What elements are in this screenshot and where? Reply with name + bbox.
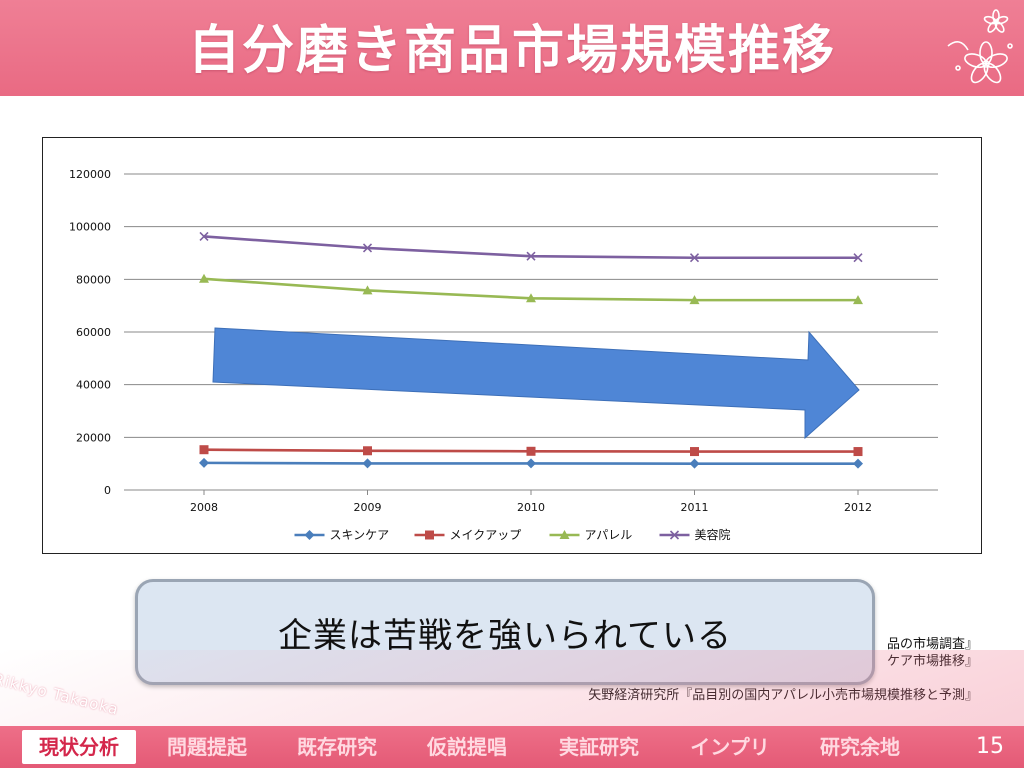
legend-marker (425, 530, 434, 540)
legend-entry: 美容院 (659, 527, 731, 542)
legend-marker (304, 530, 315, 540)
author-label: Rikkyo Takaoka (0, 670, 121, 719)
data-point (526, 251, 536, 261)
x-tick-label: 2010 (517, 501, 545, 514)
y-tick-label: 120000 (69, 168, 111, 181)
nav-item-inpuri[interactable]: インプリ (690, 735, 770, 759)
nav-item-kizon[interactable]: 既存研究 (297, 735, 377, 759)
nav-item-jisshou[interactable]: 実証研究 (559, 735, 639, 759)
legend-entry: アパレル (549, 528, 633, 542)
data-point (853, 447, 863, 457)
marker-stroke (526, 251, 536, 261)
chart-frame: 0 20000 40000 60000 80000 100000 120000 2008 20… (42, 137, 982, 554)
data-point (853, 253, 863, 263)
data-point (689, 295, 700, 305)
data-point (199, 273, 209, 283)
data-point (199, 445, 209, 455)
data-point (526, 446, 536, 456)
line-chart: 0 20000 40000 60000 80000 100000 120000 2008 20… (69, 168, 938, 542)
data-point (526, 293, 536, 303)
nav-item-mondai[interactable]: 問題提起 (167, 735, 247, 759)
data-point (690, 447, 699, 457)
callout-box: 企業は苦戦を強いられている (135, 579, 875, 685)
legend-marker (669, 530, 680, 540)
data-point (853, 295, 863, 305)
downward-trend-arrow (212, 327, 860, 440)
nav-item-kasetsu[interactable]: 仮説提唱 (427, 735, 507, 759)
section-nav-bar: 現状分析 問題提起 既存研究 仮説提唱 実証研究 インプリ 研究余地 15 (0, 726, 1024, 768)
nav-item-yochi[interactable]: 研究余地 (820, 735, 900, 759)
x-tick-label: 2008 (190, 501, 218, 514)
legend-label: メイクアップ (450, 528, 522, 542)
legend-label: 美容院 (695, 527, 731, 542)
data-point (199, 231, 209, 241)
data-point (199, 457, 209, 468)
data-point (362, 285, 373, 295)
y-tick-label: 100000 (69, 221, 111, 234)
title-bar: 自分磨き商品市場規模推移 (0, 0, 1024, 96)
marker-stroke (362, 243, 373, 253)
y-tick-label: 60000 (76, 326, 111, 339)
data-point (526, 458, 536, 469)
marker-stroke (669, 530, 680, 540)
data-point (362, 243, 373, 253)
data-point (362, 458, 373, 469)
legend-label: アパレル (585, 528, 633, 542)
marker-stroke (689, 253, 700, 263)
nav-item-genjou[interactable]: 現状分析 (22, 730, 136, 764)
marker-stroke (853, 253, 863, 263)
y-tick-label: 80000 (76, 273, 111, 286)
y-tick-label: 20000 (76, 431, 111, 444)
data-point (853, 458, 863, 469)
y-tick-label: 40000 (76, 379, 111, 392)
data-point (363, 446, 372, 456)
flower-icon (947, 9, 1013, 84)
source-line: ケア市場推移』 (886, 654, 978, 669)
legend-label: スキンケア (330, 528, 390, 542)
data-point (689, 253, 700, 263)
x-tick-label: 2012 (844, 501, 872, 514)
legend-marker (559, 530, 570, 539)
slide-title: 自分磨き商品市場規模推移 (187, 21, 836, 81)
source-notes: 品の市場調査』 ケア市場推移』 矢野経済研究所『品目別の国内アパレル小売市場規模… (418, 636, 978, 704)
x-tick-label: 2009 (354, 501, 382, 514)
x-tick-label: 2011 (681, 501, 709, 514)
y-tick-label: 0 (104, 484, 111, 497)
data-point (689, 458, 700, 469)
source-line: 矢野経済研究所『品目別の国内アパレル小売市場規模推移と予測』 (588, 688, 978, 703)
marker-stroke (199, 231, 209, 241)
callout-text: 企業は苦戦を強いられている (278, 615, 732, 656)
series-line (203, 235, 858, 260)
page-number: 15 (976, 734, 1004, 759)
source-line: 品の市場調査』 (886, 637, 978, 652)
legend-entry: メイクアップ (414, 528, 522, 542)
legend-entry: スキンケア (294, 528, 390, 542)
